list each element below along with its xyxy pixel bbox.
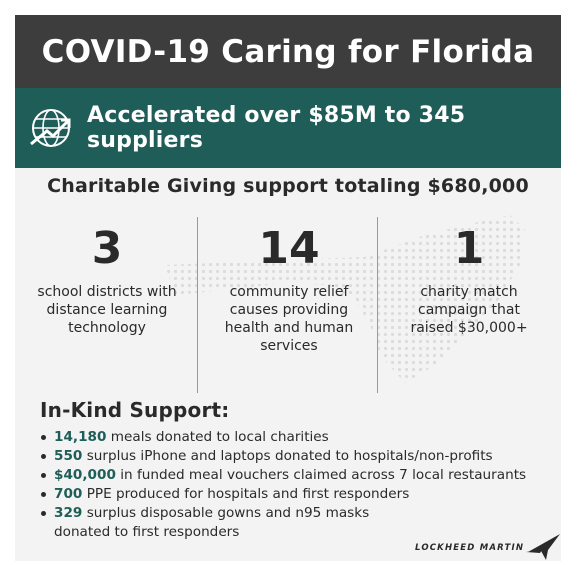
header-bar: COVID-19 Caring for Florida bbox=[15, 15, 561, 88]
globe-arrow-icon bbox=[30, 109, 71, 147]
inkind-list: 14,180 meals donated to local charities … bbox=[41, 428, 556, 542]
item-text: meals donated to local charities bbox=[106, 429, 329, 445]
bullet-icon bbox=[41, 435, 46, 440]
bullet-icon bbox=[41, 492, 46, 497]
charitable-giving-heading: Charitable Giving support totaling $680,… bbox=[47, 175, 529, 197]
stats-row: 3 school districts with distance learnin… bbox=[15, 217, 561, 393]
star-logo-icon bbox=[526, 534, 560, 560]
stat-description: school districts with distance learning … bbox=[37, 284, 177, 336]
item-highlight: 329 bbox=[54, 505, 83, 521]
supplier-banner: Accelerated over $85M to 345 suppliers bbox=[15, 88, 561, 168]
item-text: in funded meal vouchers claimed across 7… bbox=[115, 467, 527, 483]
stat-number: 1 bbox=[453, 223, 485, 274]
list-item: 700 PPE produced for hospitals and first… bbox=[41, 485, 556, 504]
list-item: 550 surplus iPhone and laptops donated t… bbox=[41, 447, 556, 466]
stat-charity-match: 1 charity match campaign that raised $30… bbox=[379, 217, 559, 337]
page-title: COVID-19 Caring for Florida bbox=[41, 33, 535, 70]
lockheed-martin-logo: LOCKHEED MARTIN bbox=[411, 532, 561, 561]
stat-description: charity match campaign that raised $30,0… bbox=[410, 284, 528, 336]
stat-school-districts: 3 school districts with distance learnin… bbox=[17, 217, 197, 337]
inkind-heading: In-Kind Support: bbox=[40, 398, 230, 422]
item-text: surplus iPhone and laptops donated to ho… bbox=[82, 448, 493, 464]
stat-divider bbox=[377, 217, 378, 393]
item-highlight: 550 bbox=[54, 448, 83, 464]
list-item: 329 surplus disposable gowns and n95 mas… bbox=[41, 504, 556, 542]
item-highlight: 14,180 bbox=[54, 429, 107, 445]
item-highlight: 700 bbox=[54, 486, 83, 502]
stat-number: 14 bbox=[258, 223, 320, 274]
item-text-continuation: donated to first responders bbox=[54, 524, 240, 540]
list-item: $40,000 in funded meal vouchers claimed … bbox=[41, 466, 556, 485]
infographic-card: COVID-19 Caring for Florida Accelerated … bbox=[15, 15, 561, 561]
item-highlight: $40,000 bbox=[54, 467, 116, 483]
stat-number: 3 bbox=[91, 223, 123, 274]
stat-community-relief: 14 community relief causes providing hea… bbox=[199, 217, 379, 355]
banner-text: Accelerated over $85M to 345 suppliers bbox=[87, 103, 466, 153]
bullet-icon bbox=[41, 473, 46, 478]
stat-divider bbox=[197, 217, 198, 393]
bullet-icon bbox=[41, 454, 46, 459]
bullet-icon bbox=[41, 511, 46, 516]
stat-description: community relief causes providing health… bbox=[224, 284, 354, 354]
brand-name: LOCKHEED MARTIN bbox=[415, 543, 525, 553]
item-text: surplus disposable gowns and n95 masks bbox=[82, 505, 370, 521]
florida-map-dots bbox=[165, 215, 525, 383]
item-text: PPE produced for hospitals and first res… bbox=[82, 486, 410, 502]
list-item: 14,180 meals donated to local charities bbox=[41, 428, 556, 447]
